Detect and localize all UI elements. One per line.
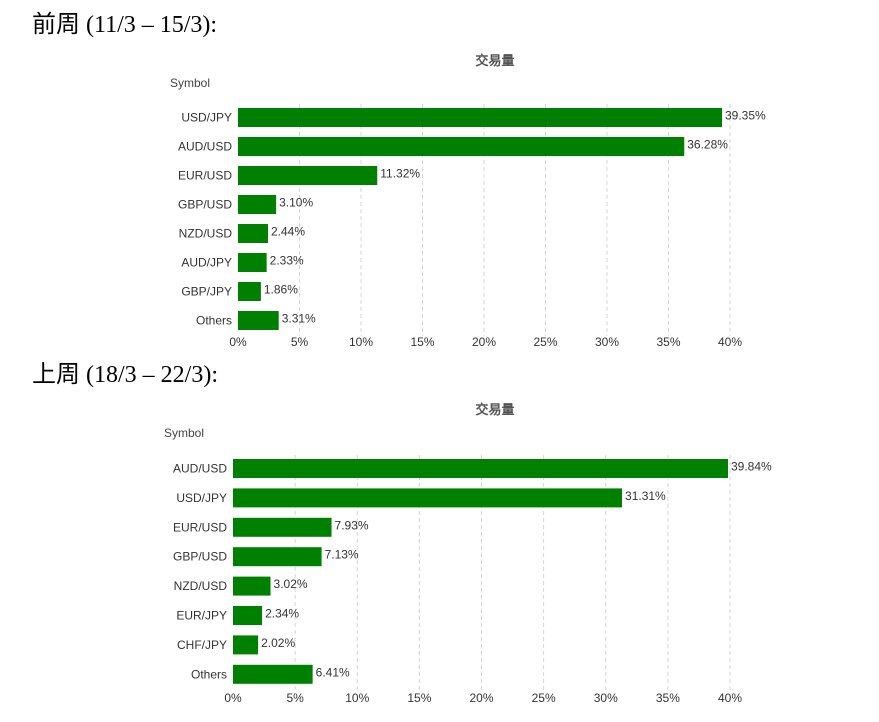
data-label: 7.93% xyxy=(335,518,369,532)
y-axis-name: Symbol xyxy=(164,426,204,440)
bar xyxy=(238,195,277,214)
category-label: AUD/USD xyxy=(178,140,232,154)
data-label: 3.02% xyxy=(274,577,308,591)
x-tick-label: 5% xyxy=(291,335,309,349)
bar xyxy=(233,664,313,684)
volume-chart-prev-week: 交易量 Symbol 0% 5% 10% 15% 20% 25% 30% 35% 40% USD/JP… xyxy=(170,53,766,349)
category-label: EUR/JPY xyxy=(176,609,227,623)
bar xyxy=(233,576,271,596)
volume-chart-last-week: 交易量 Symbol 0% 5% 10% 15% 20% 25% 30% 35% 40% AUD/US… xyxy=(164,402,772,705)
data-label: 36.28% xyxy=(687,138,728,152)
bar xyxy=(238,137,685,156)
section-heading-last-week: 上周 (18/3 – 22/3): xyxy=(32,362,218,388)
data-label: 7.13% xyxy=(325,548,359,562)
x-tick-label: 25% xyxy=(532,691,556,705)
category-label: USD/JPY xyxy=(176,491,227,505)
bar xyxy=(238,253,267,272)
x-tick-label: 30% xyxy=(595,335,619,349)
bar xyxy=(233,459,729,478)
x-tick-label: 35% xyxy=(656,691,680,705)
category-label: Others xyxy=(191,667,227,681)
category-label: GBP/USD xyxy=(178,198,232,212)
data-label: 31.31% xyxy=(625,489,666,503)
category-label: EUR/USD xyxy=(173,520,227,534)
category-label: EUR/USD xyxy=(178,169,232,183)
data-label: 39.35% xyxy=(725,109,766,123)
x-tick-label: 15% xyxy=(410,335,434,349)
data-label: 39.84% xyxy=(731,460,772,474)
bar xyxy=(238,166,378,185)
x-tick-label: 40% xyxy=(718,691,742,705)
bar xyxy=(238,108,723,127)
category-label: NZD/USD xyxy=(174,579,228,593)
category-label: CHF/JPY xyxy=(177,638,227,652)
category-label: AUD/USD xyxy=(173,462,227,476)
data-label: 2.44% xyxy=(271,225,305,239)
x-tick-label: 0% xyxy=(229,335,247,349)
category-label: USD/JPY xyxy=(181,111,232,125)
bar xyxy=(238,282,261,301)
bar xyxy=(233,517,332,537)
x-tick-label: 0% xyxy=(224,691,242,705)
data-label: 3.31% xyxy=(282,312,316,326)
data-label: 6.41% xyxy=(316,665,350,679)
x-tick-label: 15% xyxy=(407,691,431,705)
category-label: AUD/JPY xyxy=(181,256,232,270)
y-axis-name: Symbol xyxy=(170,76,210,90)
data-label: 2.34% xyxy=(265,607,299,621)
category-label: Others xyxy=(196,314,232,328)
bar xyxy=(233,547,322,567)
data-label: 2.02% xyxy=(261,636,295,650)
chart-title: 交易量 xyxy=(475,53,514,68)
x-tick-label: 35% xyxy=(656,335,680,349)
x-tick-label: 20% xyxy=(469,691,493,705)
chart-title: 交易量 xyxy=(475,402,514,417)
data-label: 11.32% xyxy=(380,167,420,181)
x-tick-label: 40% xyxy=(718,335,742,349)
bar xyxy=(238,311,279,330)
category-label: GBP/JPY xyxy=(181,285,232,299)
bar xyxy=(233,635,259,655)
category-label: GBP/USD xyxy=(173,550,227,564)
data-label: 2.33% xyxy=(270,254,304,268)
data-label: 1.86% xyxy=(264,283,298,297)
data-label: 3.10% xyxy=(279,196,313,210)
bar xyxy=(233,488,623,508)
bar xyxy=(238,224,269,243)
x-tick-label: 20% xyxy=(472,335,496,349)
x-tick-label: 10% xyxy=(349,335,373,349)
bar xyxy=(233,606,263,625)
category-label: NZD/USD xyxy=(179,227,233,241)
x-tick-label: 5% xyxy=(286,691,304,705)
x-tick-label: 10% xyxy=(345,691,369,705)
x-tick-label: 25% xyxy=(533,335,557,349)
section-heading-prev-week: 前周 (11/3 – 15/3): xyxy=(32,12,218,38)
x-tick-label: 30% xyxy=(594,691,618,705)
